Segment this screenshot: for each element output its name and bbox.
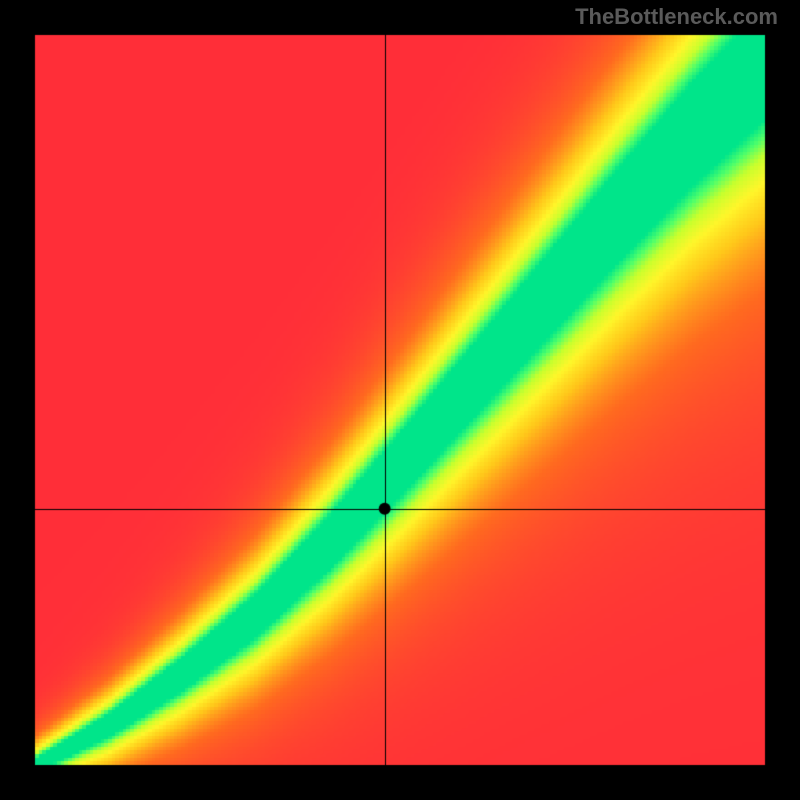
heatmap-canvas [0,0,800,800]
watermark-text: TheBottleneck.com [575,4,778,30]
chart-root: TheBottleneck.com [0,0,800,800]
